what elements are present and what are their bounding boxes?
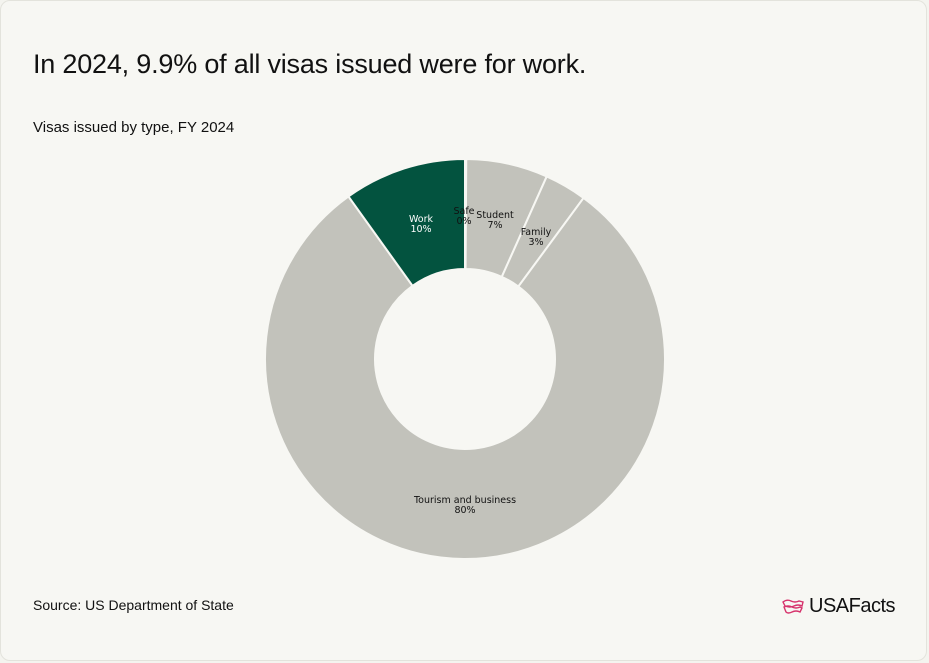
donut-chart: Safe 0%Student 7% Family 3% Tourism and busin…	[264, 157, 666, 560]
logo-text: USAFacts	[809, 595, 896, 617]
label-safe: Safe 0%	[453, 206, 474, 227]
source-note: Source: US Department of State	[33, 597, 234, 613]
label-family: Family 3%	[521, 227, 552, 248]
us-flag-map-icon	[782, 599, 804, 614]
chart-subtitle: Visas issued by type, FY 2024	[33, 119, 235, 136]
slice-work[interactable]	[347, 157, 466, 288]
label-student: Student 7%	[476, 210, 514, 231]
slice-tourism-and-business[interactable]	[264, 195, 666, 560]
label-work: Work 10%	[409, 214, 434, 235]
usafacts-logo[interactable]: USAFacts	[781, 595, 896, 618]
label-tourism-and-business: Tourism and business 80%	[413, 495, 516, 516]
page-title: In 2024, 9.9% of all visas issued were f…	[33, 49, 587, 79]
